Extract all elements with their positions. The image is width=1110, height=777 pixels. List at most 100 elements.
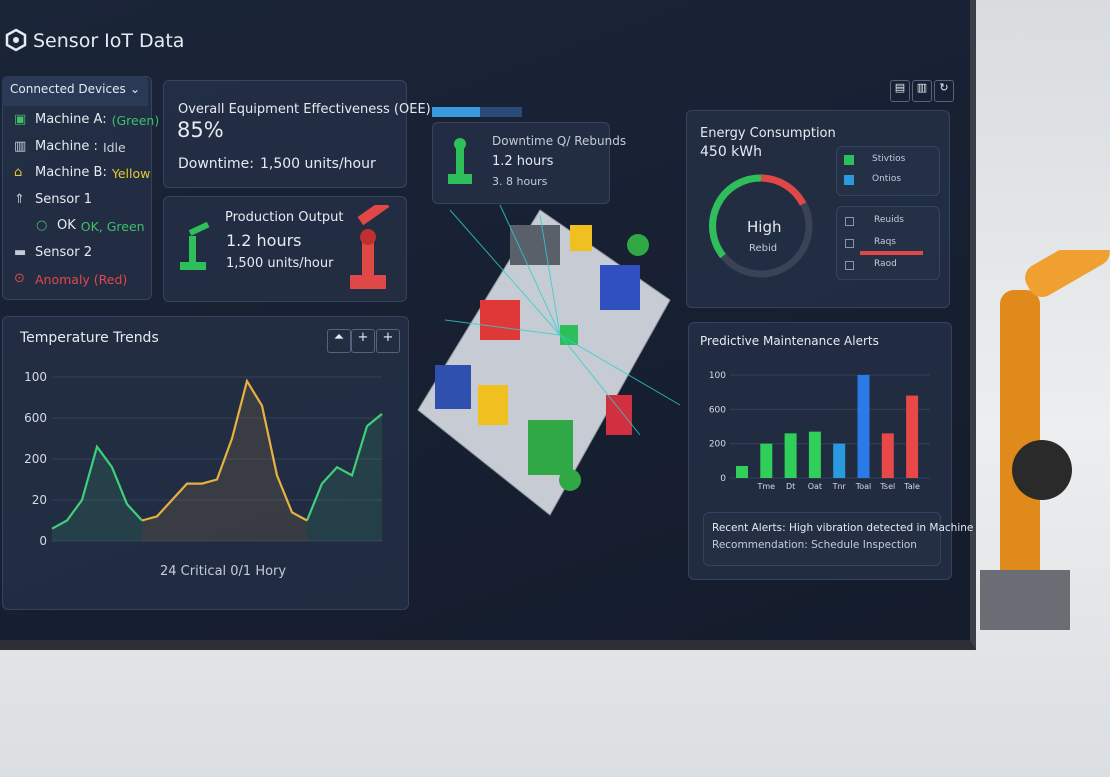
gauge-label: High <box>747 218 782 236</box>
device-icon: ○ <box>36 218 48 233</box>
x-tick-label: Tnr <box>832 482 847 491</box>
recommendation: Recommendation: Schedule Inspection <box>712 539 917 551</box>
legend-label: Ontios <box>872 174 902 184</box>
devices-card <box>2 76 152 300</box>
app-title: Sensor IoT Data <box>33 30 185 52</box>
device-icon: ▣ <box>14 112 27 127</box>
list-checkbox <box>845 261 854 270</box>
device-status: Idle <box>102 139 126 155</box>
energy-title: Energy Consumption <box>700 126 836 141</box>
y-tick-label: 0 <box>720 474 726 484</box>
list-checkbox <box>845 239 854 248</box>
recent-alert: Recent Alerts: High vibration detected i… <box>712 522 988 534</box>
x-tick-label: Oat <box>808 482 822 491</box>
x-tick-label: Toal <box>855 482 872 491</box>
factory-illustration <box>417 204 681 516</box>
list-label: Raqs <box>874 237 896 247</box>
oee-downtime-value: 1,500 units/hour <box>260 156 376 172</box>
x-tick-label: Tsel <box>879 482 895 491</box>
bar <box>784 433 797 478</box>
logo <box>5 28 27 52</box>
chart-button[interactable]: + <box>351 329 375 353</box>
y-tick-label: 0 <box>39 534 47 548</box>
alerts-title: Predictive Maintenance Alerts <box>700 334 879 348</box>
production-hours: 1.2 hours <box>226 231 302 250</box>
downtime-title: Downtime Q/ Rebunds <box>492 134 627 148</box>
production-title: Production Output <box>225 210 344 225</box>
recent-alerts-box <box>703 512 941 566</box>
chart-button[interactable]: ⏶ <box>327 329 351 353</box>
bar <box>808 431 821 478</box>
production-rate: 1,500 units/hour <box>226 256 334 271</box>
energy-value: 450 kWh <box>700 144 762 160</box>
device-status: OK, Green <box>80 219 145 234</box>
device-icon: ▬ <box>14 244 27 260</box>
y-tick-label: 100 <box>709 371 726 381</box>
device-label: Machine : <box>35 138 98 154</box>
y-tick-label: 200 <box>24 452 47 466</box>
oee-downtime-label: Downtime: <box>178 156 255 172</box>
list-checkbox <box>845 217 854 226</box>
device-label: Machine A: <box>35 112 107 127</box>
device-label: Sensor 2 <box>35 244 92 260</box>
bar <box>857 375 870 478</box>
device-label: Machine B: <box>35 165 107 180</box>
robot-icon-small <box>448 138 472 184</box>
line <box>141 378 308 522</box>
y-tick-label: 600 <box>24 411 47 425</box>
y-tick-label: 200 <box>709 440 726 450</box>
legend-label: Stivtios <box>872 154 906 164</box>
device-status: Yellow <box>111 166 151 181</box>
device-icon: ⇑ <box>14 191 25 207</box>
downtime-hours: 1.2 hours <box>492 154 554 169</box>
robot-arm-decoration <box>980 250 1110 630</box>
list-label: Raod <box>874 259 897 269</box>
energy-legend <box>836 146 940 196</box>
downtime-alt: 3. 8 hours <box>492 175 548 188</box>
device-label: Sensor 1 <box>35 191 92 207</box>
line-area <box>52 413 382 541</box>
gauge-sub: Rebid <box>749 243 778 254</box>
robot-icon-green <box>180 222 210 270</box>
device-label: OK <box>57 218 76 233</box>
tab-bar <box>432 107 522 117</box>
device-status: (Green) <box>111 113 160 128</box>
devices-header <box>2 76 148 106</box>
legend-swatch <box>844 155 854 165</box>
x-tick-label: Dt <box>786 482 795 491</box>
list-bar <box>860 251 923 255</box>
bar <box>906 395 919 478</box>
devices-title[interactable]: Connected Devices <box>10 82 126 96</box>
line <box>51 413 383 530</box>
temperature-title: Temperature Trends <box>20 330 159 346</box>
robot-icon-red <box>350 205 390 289</box>
device-icon: ⌂ <box>14 165 23 180</box>
bar <box>736 465 748 478</box>
y-tick-label: 600 <box>709 405 726 415</box>
device-icon: ⊙ <box>14 271 25 286</box>
temperature-caption: 24 Critical 0/1 Hory <box>160 564 287 579</box>
device-icon: ▥ <box>14 138 27 154</box>
x-tick-label: Tale <box>903 482 920 491</box>
bar <box>833 443 846 478</box>
device-status: Anomaly (Red) <box>35 272 128 287</box>
toolbar-button[interactable]: ▤ <box>890 80 910 102</box>
oee-card <box>163 80 407 188</box>
bar <box>760 443 773 478</box>
toolbar-button[interactable]: ▥ <box>912 80 932 102</box>
x-tick-label: Tme <box>756 482 775 491</box>
oee-title: Overall Equipment Effectiveness (OEE) <box>178 102 431 117</box>
y-tick-label: 100 <box>24 370 47 384</box>
legend-swatch <box>844 175 854 185</box>
energy-gauge <box>709 174 813 278</box>
temperature-card <box>2 316 409 610</box>
oee-value: 85% <box>177 118 224 142</box>
dropdown-caret[interactable]: ⌄ <box>130 82 141 96</box>
toolbar-button[interactable]: ↻ <box>934 80 954 102</box>
list-label: Reuids <box>874 215 904 225</box>
y-tick-label: 20 <box>32 493 47 507</box>
bar <box>881 433 894 478</box>
chart-button[interactable]: + <box>376 329 400 353</box>
